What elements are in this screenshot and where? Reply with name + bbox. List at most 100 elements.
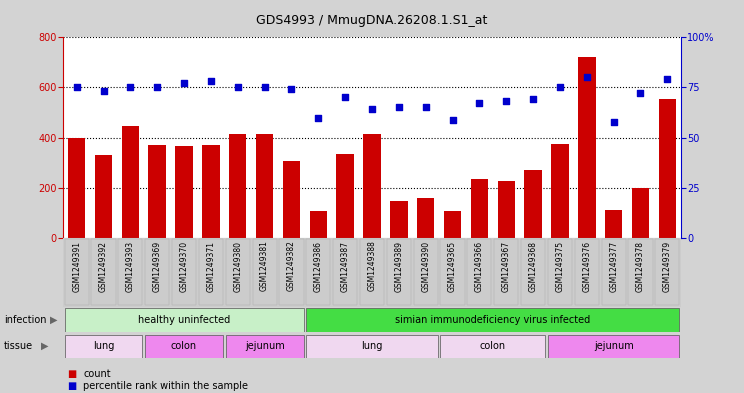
Text: GSM1249382: GSM1249382 bbox=[287, 241, 296, 291]
FancyBboxPatch shape bbox=[574, 239, 599, 305]
FancyBboxPatch shape bbox=[629, 239, 652, 305]
FancyBboxPatch shape bbox=[602, 239, 626, 305]
FancyBboxPatch shape bbox=[307, 308, 679, 332]
Text: GSM1249393: GSM1249393 bbox=[126, 241, 135, 292]
FancyBboxPatch shape bbox=[225, 334, 304, 358]
Bar bbox=[149, 145, 166, 238]
Text: GSM1249392: GSM1249392 bbox=[99, 241, 108, 292]
Bar bbox=[229, 134, 246, 238]
FancyBboxPatch shape bbox=[172, 239, 196, 305]
Bar bbox=[176, 146, 193, 238]
Point bbox=[527, 96, 539, 103]
Bar bbox=[605, 210, 623, 238]
Text: GSM1249388: GSM1249388 bbox=[368, 241, 376, 291]
Bar bbox=[525, 170, 542, 238]
Point bbox=[339, 94, 351, 101]
Text: GSM1249366: GSM1249366 bbox=[475, 241, 484, 292]
Text: GSM1249369: GSM1249369 bbox=[153, 241, 161, 292]
Text: colon: colon bbox=[171, 341, 197, 351]
FancyBboxPatch shape bbox=[65, 239, 89, 305]
Text: count: count bbox=[83, 369, 111, 379]
Bar bbox=[632, 187, 650, 238]
Point bbox=[71, 84, 83, 90]
FancyBboxPatch shape bbox=[333, 239, 357, 305]
Point bbox=[97, 88, 109, 95]
Bar bbox=[68, 138, 86, 238]
FancyBboxPatch shape bbox=[548, 239, 572, 305]
Text: lung: lung bbox=[362, 341, 382, 351]
Point bbox=[635, 90, 647, 97]
FancyBboxPatch shape bbox=[548, 334, 679, 358]
FancyBboxPatch shape bbox=[252, 239, 277, 305]
Text: GSM1249368: GSM1249368 bbox=[528, 241, 538, 292]
Point bbox=[661, 76, 673, 83]
Text: GSM1249365: GSM1249365 bbox=[448, 241, 457, 292]
Text: tissue: tissue bbox=[4, 341, 33, 351]
Bar bbox=[390, 201, 408, 238]
Point bbox=[366, 107, 378, 113]
FancyBboxPatch shape bbox=[440, 334, 545, 358]
Text: simian immunodeficiency virus infected: simian immunodeficiency virus infected bbox=[395, 315, 591, 325]
Bar bbox=[310, 211, 327, 238]
Point bbox=[124, 84, 136, 90]
Point bbox=[232, 84, 244, 90]
Bar bbox=[471, 179, 488, 238]
Bar bbox=[417, 198, 434, 238]
Text: GSM1249378: GSM1249378 bbox=[636, 241, 645, 292]
Point bbox=[259, 84, 271, 90]
Bar bbox=[551, 144, 568, 238]
FancyBboxPatch shape bbox=[387, 239, 411, 305]
Text: jejunum: jejunum bbox=[594, 341, 633, 351]
Point bbox=[205, 78, 217, 84]
Bar bbox=[658, 99, 676, 238]
Point bbox=[151, 84, 163, 90]
FancyBboxPatch shape bbox=[307, 239, 330, 305]
Point bbox=[581, 74, 593, 81]
Text: GSM1249377: GSM1249377 bbox=[609, 241, 618, 292]
FancyBboxPatch shape bbox=[467, 239, 492, 305]
Point bbox=[446, 116, 458, 123]
FancyBboxPatch shape bbox=[118, 239, 142, 305]
Text: GSM1249387: GSM1249387 bbox=[341, 241, 350, 292]
Text: lung: lung bbox=[93, 341, 114, 351]
FancyBboxPatch shape bbox=[199, 239, 223, 305]
Text: GSM1249371: GSM1249371 bbox=[206, 241, 216, 292]
Bar bbox=[578, 57, 595, 238]
FancyBboxPatch shape bbox=[655, 239, 679, 305]
FancyBboxPatch shape bbox=[279, 239, 304, 305]
FancyBboxPatch shape bbox=[145, 239, 170, 305]
Text: GSM1249389: GSM1249389 bbox=[394, 241, 403, 292]
Point bbox=[608, 118, 620, 125]
Text: healthy uninfected: healthy uninfected bbox=[138, 315, 230, 325]
Text: ■: ■ bbox=[67, 381, 76, 391]
Text: GSM1249367: GSM1249367 bbox=[501, 241, 510, 292]
Point bbox=[178, 80, 190, 86]
FancyBboxPatch shape bbox=[92, 239, 115, 305]
Text: GSM1249375: GSM1249375 bbox=[556, 241, 565, 292]
Point bbox=[312, 114, 324, 121]
Text: GSM1249370: GSM1249370 bbox=[179, 241, 188, 292]
Text: percentile rank within the sample: percentile rank within the sample bbox=[83, 381, 248, 391]
FancyBboxPatch shape bbox=[65, 308, 304, 332]
Text: colon: colon bbox=[480, 341, 506, 351]
FancyBboxPatch shape bbox=[65, 334, 142, 358]
FancyBboxPatch shape bbox=[360, 239, 384, 305]
Point bbox=[473, 100, 485, 107]
Point bbox=[393, 104, 405, 110]
Bar bbox=[94, 155, 112, 238]
FancyBboxPatch shape bbox=[414, 239, 437, 305]
Bar bbox=[336, 154, 354, 238]
Text: GSM1249381: GSM1249381 bbox=[260, 241, 269, 291]
Bar bbox=[498, 181, 515, 238]
Text: GSM1249390: GSM1249390 bbox=[421, 241, 430, 292]
FancyBboxPatch shape bbox=[225, 239, 250, 305]
Text: GSM1249379: GSM1249379 bbox=[663, 241, 672, 292]
FancyBboxPatch shape bbox=[307, 334, 437, 358]
FancyBboxPatch shape bbox=[521, 239, 545, 305]
Point bbox=[286, 86, 298, 93]
Text: GDS4993 / MmugDNA.26208.1.S1_at: GDS4993 / MmugDNA.26208.1.S1_at bbox=[257, 14, 487, 27]
Text: jejunum: jejunum bbox=[245, 341, 284, 351]
Text: GSM1249376: GSM1249376 bbox=[583, 241, 591, 292]
Text: ▶: ▶ bbox=[41, 341, 48, 351]
Text: ▶: ▶ bbox=[50, 315, 57, 325]
